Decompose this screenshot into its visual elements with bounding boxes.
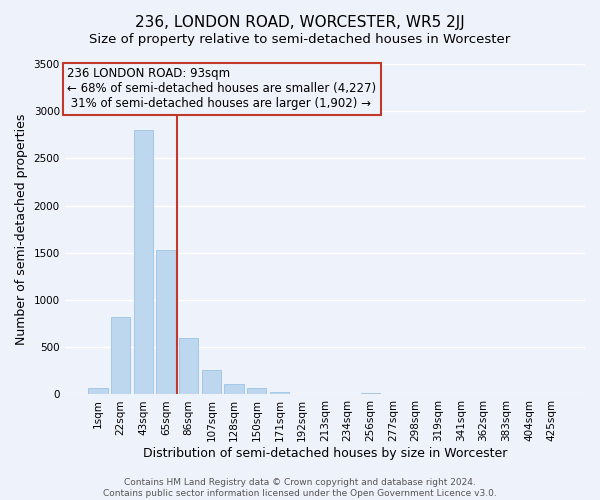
Y-axis label: Number of semi-detached properties: Number of semi-detached properties [15,114,28,345]
Bar [224,384,244,394]
X-axis label: Distribution of semi-detached houses by size in Worcester: Distribution of semi-detached houses by … [143,447,507,460]
Bar [247,388,266,394]
Text: 236 LONDON ROAD: 93sqm
← 68% of semi-detached houses are smaller (4,227)
 31% of: 236 LONDON ROAD: 93sqm ← 68% of semi-det… [67,68,376,110]
Text: 236, LONDON ROAD, WORCESTER, WR5 2JJ: 236, LONDON ROAD, WORCESTER, WR5 2JJ [135,15,465,30]
Bar [179,338,199,394]
Bar [111,317,130,394]
Bar [361,392,380,394]
Text: Contains HM Land Registry data © Crown copyright and database right 2024.
Contai: Contains HM Land Registry data © Crown c… [103,478,497,498]
Text: Size of property relative to semi-detached houses in Worcester: Size of property relative to semi-detach… [89,32,511,46]
Bar [157,250,176,394]
Bar [202,370,221,394]
Bar [134,130,153,394]
Bar [270,392,289,394]
Bar [88,388,107,394]
